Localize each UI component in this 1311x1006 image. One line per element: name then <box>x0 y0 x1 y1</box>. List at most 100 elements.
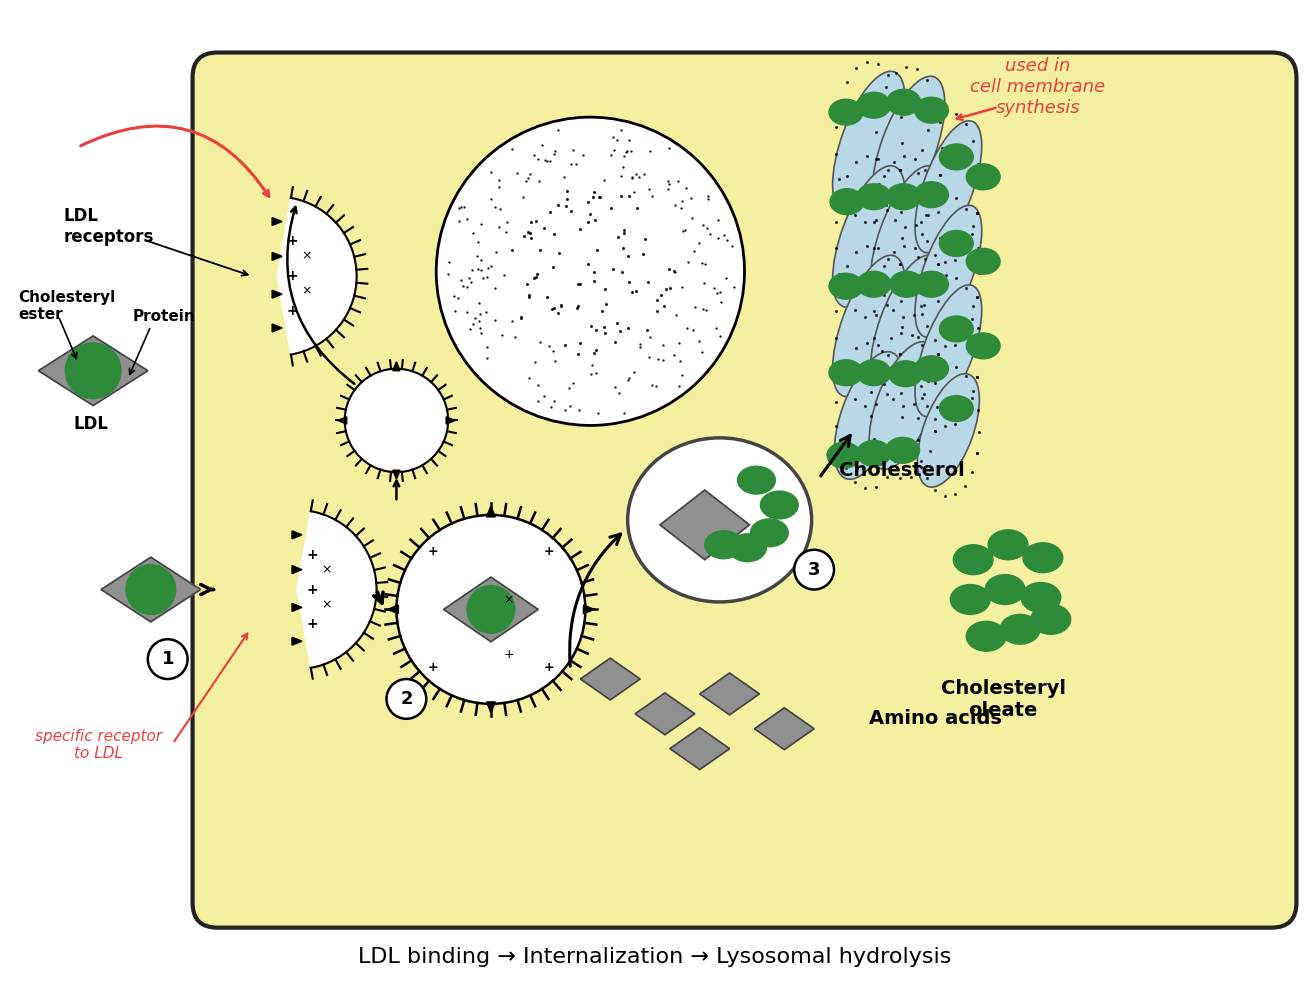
Ellipse shape <box>886 438 919 463</box>
Text: +: + <box>305 547 317 561</box>
Polygon shape <box>38 336 148 405</box>
Text: +: + <box>543 545 553 558</box>
Circle shape <box>66 343 121 398</box>
Ellipse shape <box>750 519 788 546</box>
Ellipse shape <box>834 352 903 479</box>
Ellipse shape <box>918 373 979 487</box>
Text: +: + <box>427 545 439 558</box>
Ellipse shape <box>940 230 973 257</box>
Ellipse shape <box>940 144 973 170</box>
Ellipse shape <box>915 205 982 337</box>
Text: +: + <box>286 304 298 318</box>
Text: LDL
receptors: LDL receptors <box>63 207 153 245</box>
Ellipse shape <box>869 342 939 470</box>
Polygon shape <box>700 673 759 715</box>
Ellipse shape <box>871 166 943 307</box>
Ellipse shape <box>950 584 990 615</box>
Polygon shape <box>292 637 302 645</box>
Circle shape <box>387 679 426 719</box>
Circle shape <box>396 515 586 704</box>
Polygon shape <box>583 605 594 614</box>
Text: Cholesterol: Cholesterol <box>839 461 965 480</box>
Circle shape <box>148 639 187 679</box>
Polygon shape <box>393 362 400 371</box>
Ellipse shape <box>915 272 948 297</box>
Polygon shape <box>754 708 814 749</box>
Ellipse shape <box>889 361 923 386</box>
Polygon shape <box>659 490 750 559</box>
Ellipse shape <box>760 491 798 519</box>
Polygon shape <box>446 416 455 425</box>
Ellipse shape <box>830 189 864 214</box>
Polygon shape <box>393 470 400 479</box>
Ellipse shape <box>1021 582 1061 613</box>
Ellipse shape <box>871 256 943 396</box>
Circle shape <box>345 369 448 472</box>
Text: ×: × <box>503 593 514 606</box>
Ellipse shape <box>857 184 890 209</box>
Ellipse shape <box>857 360 890 385</box>
Ellipse shape <box>857 93 890 118</box>
Polygon shape <box>273 290 282 298</box>
Ellipse shape <box>915 98 948 123</box>
Text: ×: × <box>321 563 332 576</box>
Text: 2: 2 <box>400 690 413 708</box>
Ellipse shape <box>1030 605 1071 634</box>
Circle shape <box>126 564 176 615</box>
Circle shape <box>467 585 515 633</box>
Ellipse shape <box>953 545 994 574</box>
Ellipse shape <box>988 530 1028 559</box>
Ellipse shape <box>915 182 948 207</box>
Polygon shape <box>388 605 399 614</box>
Ellipse shape <box>729 534 767 561</box>
Polygon shape <box>581 658 640 700</box>
Ellipse shape <box>886 90 920 115</box>
Text: Protein: Protein <box>132 309 195 324</box>
Ellipse shape <box>890 272 923 297</box>
Ellipse shape <box>1023 543 1063 572</box>
Text: used in
cell membrane
synthesis: used in cell membrane synthesis <box>970 57 1105 117</box>
Polygon shape <box>277 198 357 354</box>
Ellipse shape <box>705 531 742 558</box>
Text: +: + <box>305 582 317 597</box>
Polygon shape <box>635 693 695 734</box>
Polygon shape <box>292 565 302 573</box>
Ellipse shape <box>738 466 775 494</box>
Ellipse shape <box>857 441 890 466</box>
Text: specific receptor
to LDL: specific receptor to LDL <box>34 728 161 762</box>
Ellipse shape <box>829 360 863 385</box>
Polygon shape <box>338 416 346 425</box>
Circle shape <box>794 549 834 590</box>
Polygon shape <box>292 531 302 539</box>
Text: LDL: LDL <box>73 415 109 434</box>
Ellipse shape <box>872 76 945 217</box>
Text: +: + <box>286 270 298 284</box>
Ellipse shape <box>886 184 920 209</box>
Ellipse shape <box>966 333 1000 359</box>
Polygon shape <box>486 506 496 517</box>
Ellipse shape <box>940 395 973 422</box>
Polygon shape <box>292 604 302 612</box>
Text: Amino acids: Amino acids <box>869 709 1002 728</box>
Text: ×: × <box>302 249 312 263</box>
Ellipse shape <box>1000 615 1040 644</box>
Polygon shape <box>486 702 496 713</box>
Ellipse shape <box>940 316 973 342</box>
Polygon shape <box>298 511 376 668</box>
Polygon shape <box>101 557 201 622</box>
Ellipse shape <box>827 443 861 468</box>
Polygon shape <box>273 324 282 332</box>
Text: +: + <box>305 618 317 632</box>
Text: +: + <box>286 234 298 248</box>
Text: +: + <box>427 661 439 674</box>
Text: ×: × <box>321 598 332 611</box>
Ellipse shape <box>628 438 812 602</box>
Polygon shape <box>443 577 538 642</box>
Text: 3: 3 <box>808 560 821 578</box>
Text: 1: 1 <box>161 650 174 668</box>
Text: +: + <box>543 661 553 674</box>
Text: LDL binding → Internalization → Lysosomal hydrolysis: LDL binding → Internalization → Lysosoma… <box>358 948 952 968</box>
Text: +: + <box>503 648 514 661</box>
Ellipse shape <box>857 272 890 297</box>
FancyBboxPatch shape <box>193 52 1297 928</box>
